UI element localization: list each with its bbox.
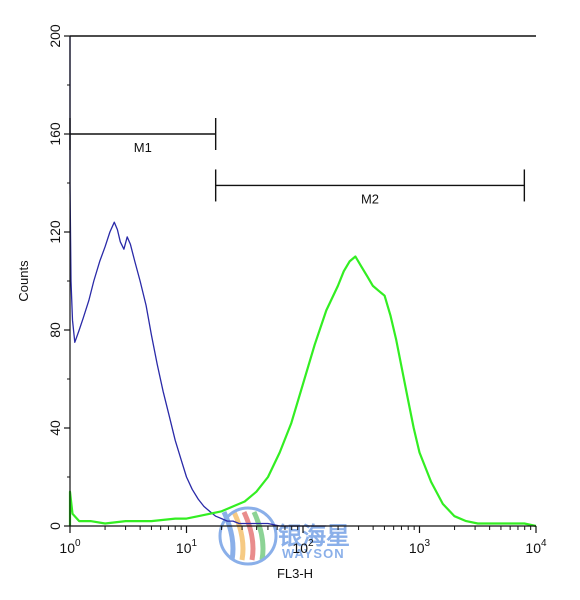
marker-label: M2 [361, 191, 379, 206]
marker-label: M1 [134, 140, 152, 155]
series-line-2 [68, 255, 537, 528]
x-tick-label: 104 [525, 538, 547, 556]
y-tick-label: 120 [47, 220, 63, 244]
series-line-1 [69, 36, 327, 527]
marker-gate-3: M2 [214, 169, 526, 206]
y-tick-label: 0 [47, 522, 63, 530]
x-axis-title: FL3-H [277, 566, 313, 581]
watermark-brand-text: WAYSON [282, 546, 345, 561]
y-tick-label: 200 [47, 24, 63, 48]
y-tick-label: 160 [47, 122, 63, 146]
axes: 0 40 80 120 160 200 100 101 102 103 104 [47, 24, 547, 556]
watermark-logo: 银海星 WAYSON [218, 506, 350, 566]
watermark-stripes-icon [221, 510, 266, 561]
x-tick-label: 102 [292, 538, 314, 556]
plot-area: M1 M2 [68, 35, 537, 528]
x-tick-label: 100 [59, 538, 81, 556]
marker-gate-2: M1 [69, 118, 217, 155]
y-tick-label: 80 [47, 322, 63, 338]
x-tick-label: 101 [176, 538, 198, 556]
y-axis-title: Counts [16, 260, 31, 302]
x-tick-label: 103 [409, 538, 431, 556]
y-tick-label: 40 [47, 420, 63, 436]
